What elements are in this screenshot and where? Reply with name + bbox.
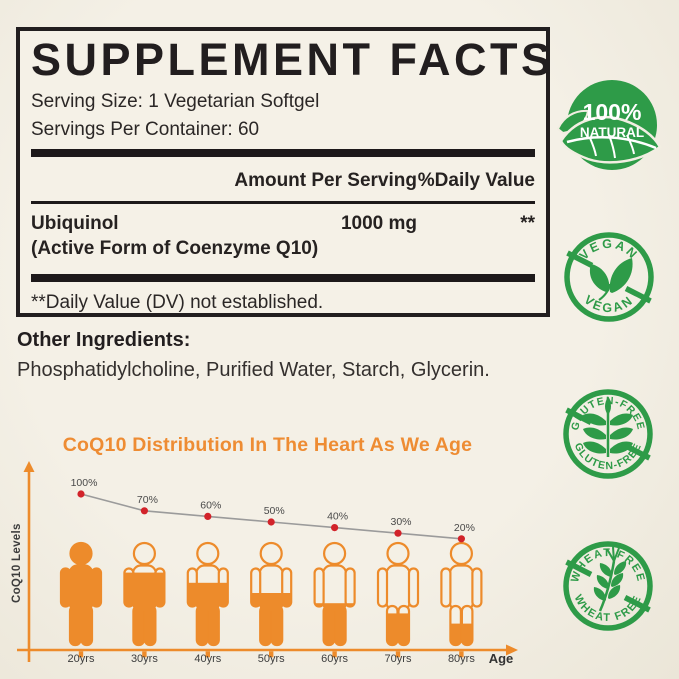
vegan-badge-ring <box>564 232 654 322</box>
leaf-icon <box>589 264 610 292</box>
wheat-grain <box>596 575 609 589</box>
leaf-vein <box>626 134 635 155</box>
coq10-chart-canvas: CoQ10 Levels Age 20yrs 30yrs 40yrs 50yrs 60yrs… <box>11 461 518 666</box>
wheat-grain <box>593 587 606 601</box>
svg-text:VEGAN: VEGAN <box>581 293 636 315</box>
data-point <box>394 529 402 537</box>
data-point <box>77 490 85 498</box>
daily-value-header: %Daily Value <box>417 170 535 191</box>
y-axis-label: CoQ10 Levels <box>11 523 23 603</box>
spacer <box>31 170 177 192</box>
age-tick-label: 80yrs <box>448 653 475 665</box>
data-point-label: 20% <box>454 522 475 534</box>
data-point <box>267 518 275 526</box>
x-axis-tick <box>269 651 274 658</box>
badge-100-natural: 100% NATURAL <box>557 80 662 170</box>
age-tick-label: 40yrs <box>194 653 221 665</box>
age-tick-label: 60yrs <box>321 653 348 665</box>
wheat-grain <box>611 573 624 587</box>
slash-icon <box>565 559 593 577</box>
age-tick-label: 50yrs <box>258 653 285 665</box>
person-figure <box>59 541 103 647</box>
x-axis-tick <box>205 651 210 658</box>
age-tick-label: 20yrs <box>68 653 95 665</box>
other-ingredients-label: Other Ingredients: <box>17 329 191 351</box>
data-point-label: 40% <box>327 511 348 523</box>
data-point <box>204 512 212 520</box>
amount-per-serving-header: Amount Per Serving <box>234 170 417 191</box>
data-point-label: 30% <box>390 516 411 528</box>
ingredient-detail: (Active Form of Coenzyme Q10) <box>31 238 319 259</box>
data-point <box>331 524 339 532</box>
person-figure <box>376 541 420 647</box>
chart-title: CoQ10 Distribution In The Heart As We Ag… <box>62 434 473 456</box>
person-figure <box>123 541 166 647</box>
daily-value-footnote: **Daily Value (DV) not established. <box>31 292 324 313</box>
plant-leaf <box>583 413 606 426</box>
supplement-facts-panel: SUPPLEMENT FACTS Serving Size: 1 Vegetar… <box>16 27 555 317</box>
plant-leaf <box>583 441 606 454</box>
ingredient-amount: 1000 mg <box>340 213 417 234</box>
plant-leaf <box>605 397 611 415</box>
data-point <box>457 535 465 543</box>
natural-badge-line1: 100% <box>583 99 642 125</box>
age-tick-label: 30yrs <box>131 653 158 665</box>
slash-icon <box>624 286 652 304</box>
slash-icon <box>623 595 651 613</box>
natural-badge-line2: NATURAL <box>580 125 644 140</box>
wheat-grain <box>614 561 627 575</box>
wheat-grain <box>599 563 612 577</box>
thick-divider-bar-bottom <box>31 274 535 282</box>
ingredient-name: Ubiquinol <box>31 213 119 234</box>
thin-divider-bar <box>31 201 535 204</box>
age-tick-label: 70yrs <box>385 653 412 665</box>
x-axis-tick <box>142 651 147 658</box>
thick-divider-bar <box>31 149 535 157</box>
x-axis-tick <box>395 651 401 658</box>
data-point-label: 100% <box>71 477 98 489</box>
wheat-awn <box>612 546 615 562</box>
vegan-badge-bottom-text: VEGAN <box>581 293 634 315</box>
wheat-badge-ring <box>563 541 653 631</box>
gluten-badge-ring <box>563 389 653 479</box>
supplement-facts-title: SUPPLEMENT FACTS <box>31 34 555 85</box>
leaf-vein <box>566 135 657 150</box>
y-axis-arrowhead <box>23 461 35 472</box>
person-figure <box>186 541 229 647</box>
person-figure <box>440 541 483 647</box>
leaf-vein <box>589 137 597 157</box>
badge-gluten-free: GLUTEN-FREE GLUTEN-FREE <box>563 389 653 479</box>
x-axis-tick <box>459 651 464 658</box>
x-axis-label: Age <box>489 651 514 666</box>
wheat-grain <box>608 585 621 599</box>
data-point-label: 60% <box>200 499 221 511</box>
leaf-icon <box>609 258 633 293</box>
x-axis-tick <box>332 651 337 658</box>
x-axis-arrowhead <box>506 644 518 656</box>
plant-leaf <box>610 413 633 426</box>
plant-leaf <box>610 427 633 440</box>
plant-leaf <box>610 441 633 454</box>
other-ingredients-section: Other Ingredients: Phosphatidylcholine, … <box>17 325 547 386</box>
person-figure <box>250 541 293 647</box>
data-point-label: 50% <box>264 505 285 517</box>
leaf-vein <box>608 134 616 159</box>
badge-vegan: VEGAN VEGAN <box>564 232 654 322</box>
ingredient-daily-value: ** <box>520 213 535 234</box>
ingredient-row: Ubiquinol 1000 mg ** <box>31 204 535 235</box>
coq10-age-chart: CoQ10 Levels Age 20yrs 30yrs 40yrs 50yrs 60yrs… <box>10 460 535 679</box>
badge-wheat-free: WHEAT FREE WHEAT FREE <box>563 541 653 631</box>
servings-per-container-text: Servings Per Container: 60 <box>31 119 260 140</box>
serving-size-text: Serving Size: 1 Vegetarian Softgel <box>31 91 320 112</box>
person-figure <box>313 541 356 647</box>
data-point <box>140 507 148 515</box>
data-point-label: 70% <box>137 494 158 506</box>
plant-leaf <box>583 427 606 440</box>
slash-icon <box>566 250 594 268</box>
other-ingredients-list: Phosphatidylcholine, Purified Water, Sta… <box>17 359 490 381</box>
facts-column-headers: Amount Per Serving %Daily Value <box>31 157 535 201</box>
x-axis-tick <box>78 651 84 658</box>
leaf-stem <box>598 283 612 301</box>
